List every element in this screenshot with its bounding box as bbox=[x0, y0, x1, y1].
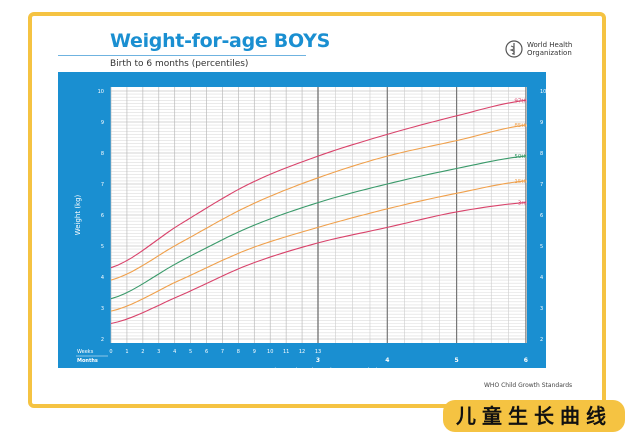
week-tick: 7 bbox=[221, 349, 224, 355]
week-tick: 1 bbox=[125, 349, 128, 355]
week-tick: 5 bbox=[189, 349, 192, 355]
x-axis-label: Age (completed weeks or months) bbox=[258, 367, 379, 375]
y-tick-right: 5 bbox=[540, 244, 543, 250]
y-axis-label: Weight (kg) bbox=[74, 194, 82, 235]
month-tick: 6 bbox=[524, 357, 528, 364]
decorative-frame bbox=[28, 12, 606, 408]
percentile-line-85th bbox=[110, 124, 526, 281]
week-tick: 2 bbox=[141, 349, 144, 355]
week-tick: 12 bbox=[299, 349, 305, 355]
week-tick: 9 bbox=[253, 349, 256, 355]
month-tick: 4 bbox=[385, 357, 389, 364]
y-tick-left: 5 bbox=[101, 244, 104, 250]
week-tick: 8 bbox=[237, 349, 240, 355]
y-tick-right: 7 bbox=[540, 182, 543, 188]
chart-subtitle: Birth to 6 months (percentiles) bbox=[110, 59, 249, 69]
y-tick-right: 9 bbox=[540, 120, 543, 126]
y-tick-left: 7 bbox=[101, 182, 104, 188]
week-tick: 11 bbox=[283, 349, 289, 355]
org-name-line1: World Health bbox=[527, 41, 573, 49]
y-tick-right: 6 bbox=[540, 213, 543, 219]
y-tick-left: 10 bbox=[98, 89, 104, 95]
who-logo: World Health Organization bbox=[505, 40, 572, 58]
week-tick: 10 bbox=[267, 349, 273, 355]
caption-badge: 儿童生长曲线 bbox=[443, 400, 625, 432]
title-divider bbox=[58, 55, 306, 56]
chart-title: Weight-for-age BOYS bbox=[110, 30, 330, 52]
y-tick-left: 9 bbox=[101, 120, 104, 126]
month-tick: 3 bbox=[316, 357, 320, 364]
percentile-label: 15th bbox=[514, 179, 527, 185]
percentile-line-15th bbox=[110, 180, 526, 312]
percentile-line-3rd bbox=[110, 202, 526, 325]
y-tick-left: 8 bbox=[101, 151, 104, 157]
y-tick-right: 10 bbox=[540, 89, 546, 95]
percentile-label: 97th bbox=[514, 98, 527, 104]
week-tick: 6 bbox=[205, 349, 208, 355]
percentile-label: 85th bbox=[514, 123, 527, 129]
org-name-line2: Organization bbox=[527, 49, 572, 57]
y-tick-right: 8 bbox=[540, 151, 543, 157]
y-tick-left: 3 bbox=[101, 306, 104, 312]
who-emblem-icon bbox=[505, 40, 523, 58]
source-note: WHO Child Growth Standards bbox=[484, 382, 573, 389]
month-tick: 5 bbox=[455, 357, 459, 364]
week-tick: 3 bbox=[157, 349, 160, 355]
y-tick-left: 2 bbox=[101, 337, 104, 343]
week-tick: 4 bbox=[173, 349, 176, 355]
y-tick-left: 4 bbox=[101, 275, 104, 281]
week-tick: 0 bbox=[109, 349, 112, 355]
months-label: Months bbox=[77, 358, 98, 364]
percentile-line-97th bbox=[110, 99, 526, 269]
percentile-label: 50th bbox=[514, 154, 527, 160]
week-tick: 13 bbox=[315, 349, 321, 355]
y-tick-left: 6 bbox=[101, 213, 104, 219]
percentile-label: 3rd bbox=[518, 201, 527, 207]
y-tick-right: 2 bbox=[540, 337, 543, 343]
y-tick-right: 3 bbox=[540, 306, 543, 312]
y-tick-right: 4 bbox=[540, 275, 543, 281]
weeks-label: Weeks bbox=[77, 349, 94, 355]
percentile-line-50th bbox=[110, 155, 526, 300]
